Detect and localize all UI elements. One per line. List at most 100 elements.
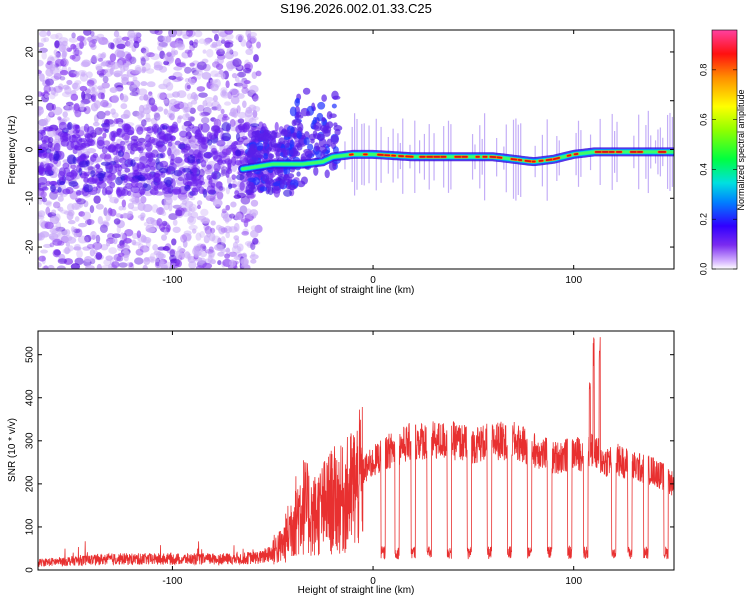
noise-blob [69,190,78,200]
noise-blob [128,262,134,268]
noise-blob [198,92,208,98]
noise-blob [139,245,150,253]
noise-blob [163,108,169,115]
noise-blob [177,176,185,182]
noise-blob [241,135,248,140]
noise-blob [235,149,242,157]
noise-blob [221,208,227,214]
noise-blob [159,259,164,267]
transition-blob [329,113,337,119]
noise-blob [213,33,219,42]
noise-blob [175,209,183,217]
noise-blob [95,234,101,244]
noise-blob [143,221,150,227]
snr-x-axis-label: Height of straight line (km) [298,585,415,596]
noise-blob [84,256,93,263]
transition-blob [296,130,302,139]
noise-blob [229,259,236,268]
noise-blob [117,169,122,176]
noise-blob [70,164,77,170]
noise-blob [252,110,258,119]
noise-blob [78,167,83,176]
noise-blob [70,168,79,177]
noise-blob [38,149,45,154]
noise-blob [114,87,124,92]
noise-blob [196,61,207,71]
noise-blob [62,111,68,118]
noise-blob [70,43,77,50]
noise-blob [49,215,60,225]
noise-blob [224,101,232,106]
noise-blob [131,199,142,205]
noise-blob [142,182,148,189]
noise-blob [113,30,120,38]
noise-blob [127,39,134,48]
noise-blob [50,75,60,81]
noise-blob [211,172,218,180]
colorbar-tick-label: 0.6 [698,113,708,126]
noise-blob [45,201,52,207]
y-tick-label: -10 [25,191,36,206]
noise-blob [143,173,154,180]
noise-blob [191,187,200,193]
noise-blob [145,142,153,152]
transition-blob [287,184,297,190]
noise-blob [174,156,183,164]
transition-blob [305,110,311,117]
noise-blob [46,60,53,66]
noise-blob [222,113,228,119]
noise-blob [101,265,112,269]
ridge-hot [524,159,532,163]
noise-blob [140,55,150,62]
noise-blob [241,86,249,94]
noise-blob [167,108,176,117]
noise-blob [99,53,106,60]
noise-blob [41,51,47,60]
noise-blob [220,227,228,233]
noise-blob [212,199,223,207]
noise-blob [149,166,156,171]
noise-blob [124,167,131,173]
noise-blob [198,257,206,264]
noise-blob [206,185,216,195]
noise-blob [95,203,104,210]
noise-blob [99,224,108,233]
noise-blob [127,30,136,39]
noise-blob [49,62,57,69]
noise-blob [141,119,147,127]
noise-blob [80,61,90,68]
noise-blob [104,110,111,116]
noise-blob [39,219,46,228]
noise-blob [161,234,168,241]
transition-blob [303,148,312,154]
noise-blob [162,36,168,42]
noise-blob [146,81,156,88]
noise-blob [166,55,174,63]
noise-blob [179,130,188,138]
noise-blob [90,154,97,162]
noise-blob [86,71,93,79]
noise-blob [205,195,215,202]
noise-blob [228,213,236,219]
noise-blob [97,85,104,90]
noise-blob [49,235,55,240]
noise-blob [162,245,170,252]
noise-blob [213,162,221,172]
noise-blob [166,224,171,233]
noise-blob [194,251,202,257]
noise-blob [176,260,182,268]
noise-blob [59,181,65,186]
noise-blob [249,37,256,44]
noise-blob [56,265,66,269]
noise-blob [84,236,89,244]
noise-blob [58,83,64,90]
noise-blob [113,118,119,125]
noise-blob [89,205,95,214]
noise-blob [137,243,144,251]
noise-blob [200,117,210,124]
noise-blob [195,232,202,241]
noise-blob [137,214,145,219]
noise-blob [70,263,81,269]
transition-blob [323,128,331,137]
noise-blob [163,60,170,66]
